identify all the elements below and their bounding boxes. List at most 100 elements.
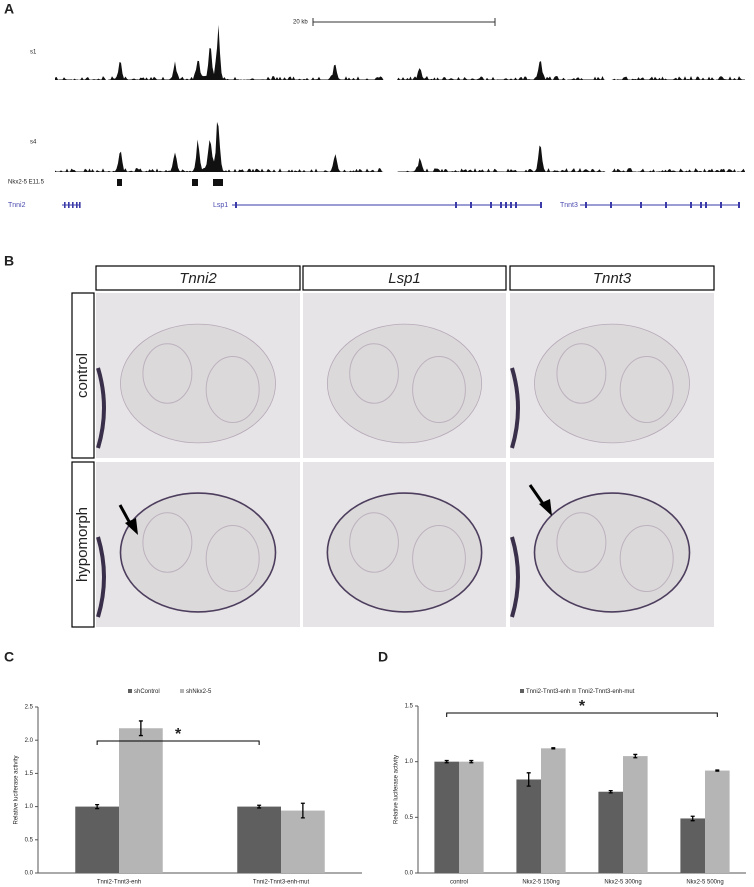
y-tick-label: 0.5 — [405, 815, 414, 821]
tissue — [349, 512, 399, 573]
column-header: Tnnt3 — [593, 270, 632, 287]
panel-label: C — [4, 649, 14, 665]
exons — [64, 202, 740, 208]
error-bar — [633, 753, 638, 759]
y-tick-label: 2.5 — [25, 705, 34, 711]
tissue — [534, 323, 690, 444]
x-tick-label: Tnni2-Tnnt3-enh — [97, 880, 141, 886]
legend-label: Tnni2-Tnnt3-enh — [526, 689, 570, 695]
bar — [119, 728, 163, 873]
bar — [434, 761, 459, 873]
exon — [540, 202, 542, 208]
arrow-head — [125, 518, 138, 535]
y-axis-label: Relative luciferase activity — [14, 755, 20, 824]
exon — [585, 202, 587, 208]
tissue — [533, 492, 691, 613]
legend-label: shNkx2-5 — [186, 689, 212, 695]
panel-label: A — [4, 1, 14, 17]
legend-label: shControl — [134, 689, 160, 695]
track-label: Nkx2-5 E11.5 — [8, 180, 45, 186]
error-bar — [469, 759, 474, 764]
exon — [500, 202, 502, 208]
annotation: * — [579, 698, 586, 715]
exon — [455, 202, 457, 208]
bar — [281, 810, 325, 873]
gene-label: Lsp1 — [213, 202, 228, 209]
exon — [705, 202, 707, 208]
tissue — [119, 492, 277, 613]
row-header-box — [71, 292, 95, 459]
y-axis-label: Relative luciferase activity — [394, 755, 400, 824]
y-tick-label: 1.0 — [405, 759, 414, 765]
legend-swatch — [180, 689, 184, 693]
tissue — [326, 492, 483, 613]
significance-bracket — [446, 712, 718, 717]
column-header: Tnni2 — [179, 270, 217, 287]
exon — [690, 202, 692, 208]
tissue — [205, 525, 260, 592]
exon — [470, 202, 472, 208]
peak-block — [192, 179, 198, 186]
column-header-box — [302, 265, 507, 291]
row-header-box — [71, 461, 95, 628]
tissue — [619, 356, 674, 423]
tissue — [412, 525, 466, 592]
panel-label: B — [4, 253, 14, 269]
arrow-head — [539, 499, 552, 516]
error-bar — [257, 804, 262, 809]
charts: C 0.0 0.5 1.0 1.5 2.0 2.5 Relative luciferase a… — [4, 649, 746, 886]
gene-label: Tnnt3 — [560, 202, 578, 209]
gene-label: Tnni2 — [8, 202, 26, 209]
muscle — [96, 536, 106, 618]
exon — [76, 202, 78, 208]
panel-label: D — [378, 649, 388, 665]
track-label: s1 — [30, 50, 37, 56]
tissue — [619, 525, 674, 592]
exon — [640, 202, 642, 208]
error-bar — [444, 759, 449, 764]
column-header: Lsp1 — [388, 270, 421, 287]
peak-blocks — [117, 179, 223, 186]
y-tick-label: 1.5 — [405, 704, 414, 710]
x-tick-label: Nkx2-5 150ng — [522, 880, 559, 886]
exon — [665, 202, 667, 208]
x-tick-label: Nkx2-5 300ng — [604, 880, 641, 886]
tissue — [142, 512, 193, 573]
scale-label: 20 kb — [293, 20, 308, 26]
peak-block — [213, 179, 223, 186]
legend-label: Tnni2-Tnnt3-enh-mut — [578, 689, 635, 695]
error-bar — [715, 769, 720, 772]
bar — [705, 770, 730, 873]
tissue — [205, 356, 260, 423]
column-header-box — [95, 265, 301, 291]
exon — [235, 202, 237, 208]
bar — [75, 806, 119, 873]
error-bar — [526, 772, 531, 787]
y-tick-label: 0.5 — [25, 837, 34, 843]
bar — [623, 756, 648, 873]
tissue — [349, 343, 399, 404]
bar — [237, 806, 281, 873]
error-bar — [95, 803, 100, 810]
error-bar — [608, 789, 613, 794]
image-grid: Tnni2 Lsp1 Tnnt3 control hypomorph — [71, 265, 715, 628]
bar — [680, 818, 705, 873]
annotation: * — [175, 726, 182, 743]
x-tick-label: control — [450, 880, 468, 886]
signal-track — [55, 24, 745, 80]
exon — [64, 202, 66, 208]
row-header: control — [74, 353, 91, 398]
error-bar — [300, 802, 305, 819]
bar — [516, 779, 541, 873]
significance-bracket — [96, 740, 260, 745]
tissue — [142, 343, 193, 404]
y-tick-label: 2.0 — [25, 738, 34, 744]
tissue — [326, 323, 483, 444]
y-tick-label: 1.0 — [25, 804, 34, 810]
exon — [700, 202, 702, 208]
error-bar — [138, 720, 143, 737]
track-label: s4 — [30, 140, 37, 146]
error-bar — [551, 747, 556, 750]
exon — [738, 202, 740, 208]
x-tick-label: Nkx2-5 500ng — [686, 880, 723, 886]
